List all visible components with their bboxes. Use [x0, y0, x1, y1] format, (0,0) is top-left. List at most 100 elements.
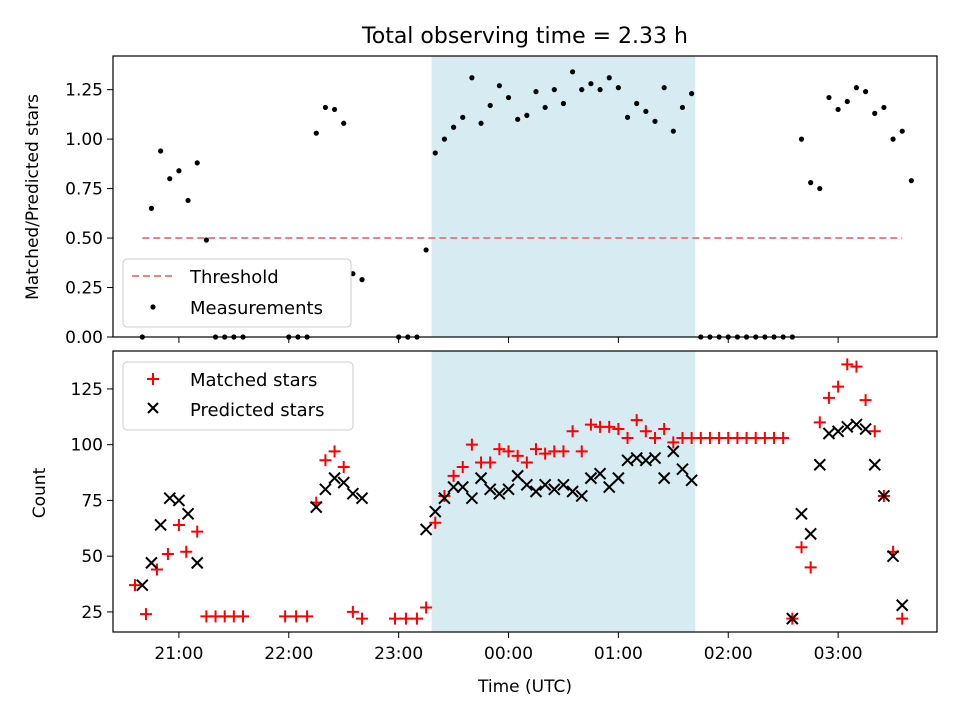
measurement-point — [661, 85, 667, 91]
matched-star-point — [438, 489, 451, 502]
predicted-star-point — [557, 478, 570, 492]
matched-star-point — [301, 610, 314, 623]
predicted-star-point — [465, 491, 479, 505]
measurement-point — [185, 197, 191, 204]
matched-star-point — [795, 541, 808, 554]
measurement-point — [844, 98, 850, 105]
matched-star-point — [850, 360, 863, 373]
predicted-star-point — [538, 478, 552, 492]
y-tick-label: 125 — [71, 380, 103, 400]
measurement-point — [423, 247, 429, 253]
matched-star-point — [575, 445, 588, 458]
matched-star-point — [429, 516, 442, 529]
predicted-star-point — [868, 458, 881, 471]
y-tick-label: 75 — [81, 491, 103, 511]
predicted-star-point — [529, 485, 543, 498]
measurement-point — [597, 87, 603, 93]
measurement-point — [322, 104, 329, 111]
matched-star-point — [410, 612, 423, 625]
predicted-star-point — [548, 483, 561, 496]
predicted-star-point — [328, 471, 341, 485]
measurement-point — [469, 75, 475, 81]
x-axis-label: Time (UTC) — [477, 677, 572, 697]
measurement-point — [496, 83, 502, 89]
y-tick-label: 1.00 — [65, 130, 103, 150]
measurement-point — [679, 104, 686, 111]
matched-star-point — [388, 612, 401, 625]
predicted-star-point — [520, 478, 534, 492]
predicted-star-point — [822, 427, 836, 440]
measurement-point — [808, 180, 814, 186]
predicted-star-point — [575, 489, 588, 503]
predicted-star-point — [447, 480, 460, 494]
measurement-point — [670, 128, 676, 134]
measurement-point — [441, 136, 448, 142]
matched-star-point — [777, 431, 790, 444]
measurement-point — [359, 277, 365, 283]
x-tick-label: 23:00 — [374, 644, 423, 664]
matched-star-point — [868, 425, 881, 438]
y-tick-label: 0.00 — [65, 328, 103, 348]
y-tick-label: 25 — [81, 603, 103, 623]
predicted-star-point — [657, 471, 671, 485]
measurement-point — [450, 124, 457, 130]
measurement-point — [148, 205, 155, 211]
predicted-star-point — [181, 507, 195, 521]
measurement-point — [313, 130, 319, 136]
measurement-point — [551, 87, 557, 93]
matched-star-point — [584, 418, 597, 431]
matched-star-point — [337, 460, 350, 473]
x-tick-label: 02:00 — [704, 644, 753, 664]
matched-star-point — [612, 423, 625, 436]
matched-star-point — [399, 612, 412, 625]
predicted-star-point — [804, 527, 817, 541]
measurement-point — [167, 176, 173, 182]
measurement-point — [652, 118, 658, 124]
matched-star-point — [603, 420, 616, 433]
matched-star-point — [511, 449, 524, 462]
measurement-point — [350, 271, 356, 277]
matched-star-point — [493, 443, 506, 456]
matched-star-point — [290, 610, 303, 623]
predicted-star-point — [685, 474, 698, 487]
matched-star-point — [161, 547, 174, 560]
predicted-star-point — [786, 612, 799, 625]
predicted-star-point — [621, 454, 634, 467]
matched-star-point — [128, 579, 141, 592]
legend-predicted-label: Predicted stars — [190, 400, 324, 421]
x-tick-label: 22:00 — [264, 644, 313, 664]
predicted-star-point — [136, 578, 149, 592]
measurement-point — [615, 85, 621, 91]
matched-star-point — [484, 456, 497, 469]
legend-matched-swatch — [147, 373, 159, 385]
matched-star-point — [630, 414, 643, 427]
axes-frame-top — [112, 55, 938, 338]
measurement-point — [588, 81, 594, 87]
matched-star-point — [658, 423, 671, 436]
matched-star-point — [328, 445, 341, 458]
measurement-point — [826, 94, 832, 101]
measurement-point — [570, 69, 576, 75]
measurement-point — [460, 114, 466, 120]
matched-star-point — [841, 358, 854, 371]
predicted-star-point — [429, 505, 442, 518]
legend-measurements-swatch — [150, 304, 156, 310]
matched-star-point — [502, 445, 515, 458]
measurement-point — [203, 237, 209, 243]
predicted-star-point — [850, 418, 863, 431]
predicted-star-point — [612, 471, 625, 485]
matched-star-point — [356, 612, 369, 625]
predicted-star-point — [493, 487, 506, 500]
matched-star-point — [667, 436, 680, 449]
top-panel: 0.00 0.25 0.50 0.75 1.00 1.25 Matched/Predict… — [23, 55, 938, 348]
x-tick-label: 03:00 — [814, 644, 863, 664]
predicted-star-point — [337, 476, 350, 489]
measurement-point — [579, 87, 585, 93]
predicted-star-point — [831, 425, 845, 438]
predicted-star-point — [877, 489, 891, 503]
measurement-point — [524, 112, 530, 118]
predicted-star-point — [566, 485, 579, 498]
measurement-point — [798, 136, 805, 142]
matched-star-point — [279, 610, 292, 623]
legend-matched-label: Matched stars — [190, 370, 317, 391]
